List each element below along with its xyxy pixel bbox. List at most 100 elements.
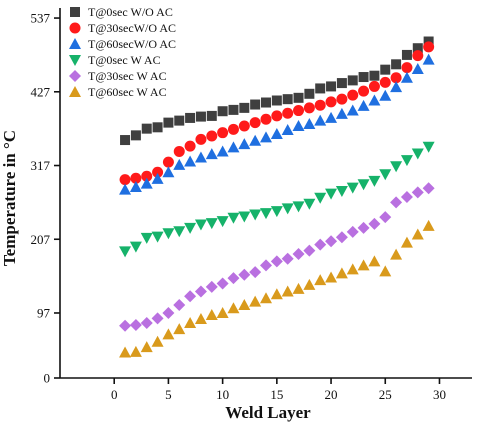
data-point [390,161,403,173]
axes: 0 97 207 317 427 537 0 5 10 15 20 25 30 [31,8,472,402]
data-marks [119,36,435,358]
data-point [314,192,327,204]
data-point [260,131,272,143]
data-point [282,107,294,119]
data-point [249,266,262,279]
legend-marker [69,22,81,34]
data-point [270,206,283,218]
data-point [270,128,283,140]
data-point [422,219,435,231]
x-tick-label: 10 [216,387,229,402]
data-point [151,172,164,184]
data-point [130,130,141,141]
data-point [379,169,392,181]
data-point [205,280,218,293]
data-point [205,308,218,320]
y-tick-label: 427 [31,84,51,99]
data-point [228,104,239,115]
data-point [357,99,370,111]
data-point [379,89,392,101]
legend-marker [69,38,81,49]
data-point [346,225,359,238]
data-point [216,277,229,290]
data-point [314,274,327,286]
data-point [303,102,315,114]
data-point [335,231,348,244]
data-point [293,105,305,117]
data-point [227,123,239,135]
data-point [325,188,338,200]
series-1 [120,36,434,146]
data-point [151,312,164,325]
data-point [119,174,131,186]
data-point [326,81,337,92]
data-point [119,246,132,258]
data-point [194,219,207,231]
x-axis-title: Weld Layer [225,403,311,422]
legend-label: T@30sec W AC [88,69,167,83]
data-point [174,115,185,126]
data-point [315,83,326,94]
series-4 [119,141,435,258]
data-point [152,166,164,178]
data-point [335,185,348,197]
data-point [216,306,229,318]
data-point [173,145,185,157]
legend: T@0sec W/O AC T@30secW/O AC T@60secW/O AC T… [69,5,176,99]
data-point [173,298,186,311]
data-point [314,99,326,111]
legend-marker [69,86,81,97]
data-point [335,107,348,119]
y-tick-label: 317 [31,158,51,173]
data-point [271,110,283,122]
data-point [140,177,153,189]
data-point [249,134,262,146]
data-point [140,317,153,330]
data-point [412,43,423,54]
data-point [239,102,250,113]
data-point [250,99,261,110]
data-point [390,248,403,260]
data-point [120,135,131,146]
data-point [347,75,358,86]
data-point [141,123,152,134]
legend-marker [69,55,81,66]
data-point [217,127,229,139]
data-point [401,62,413,74]
data-point [119,346,132,358]
data-point [260,259,272,272]
data-point [379,76,391,88]
data-point [119,183,132,195]
data-point [140,341,153,353]
data-point [238,138,251,150]
data-point [314,238,327,251]
data-point [194,285,207,298]
data-point [368,94,381,106]
series-2 [119,41,435,186]
data-point [216,145,229,157]
data-point [216,216,229,228]
data-point [260,113,272,125]
data-point [411,228,424,240]
data-point [162,166,175,178]
y-tick-label: 0 [44,371,51,386]
data-point [380,64,391,75]
data-point [184,140,196,152]
data-point [304,88,315,99]
data-point [238,268,251,281]
x-tick-label: 30 [433,387,446,402]
y-axis-title: Temperature in °C [0,130,19,266]
data-point [357,221,370,234]
data-point [261,97,271,108]
data-point [412,50,424,62]
data-point [238,211,251,223]
legend-label: T@0sec W/O AC [88,5,173,19]
data-point [422,53,435,65]
legend-label: T@0sec W AC [88,53,161,67]
data-point [411,186,424,199]
data-point [173,226,186,238]
data-point [227,302,240,314]
data-point [411,148,424,160]
data-point [325,235,338,248]
